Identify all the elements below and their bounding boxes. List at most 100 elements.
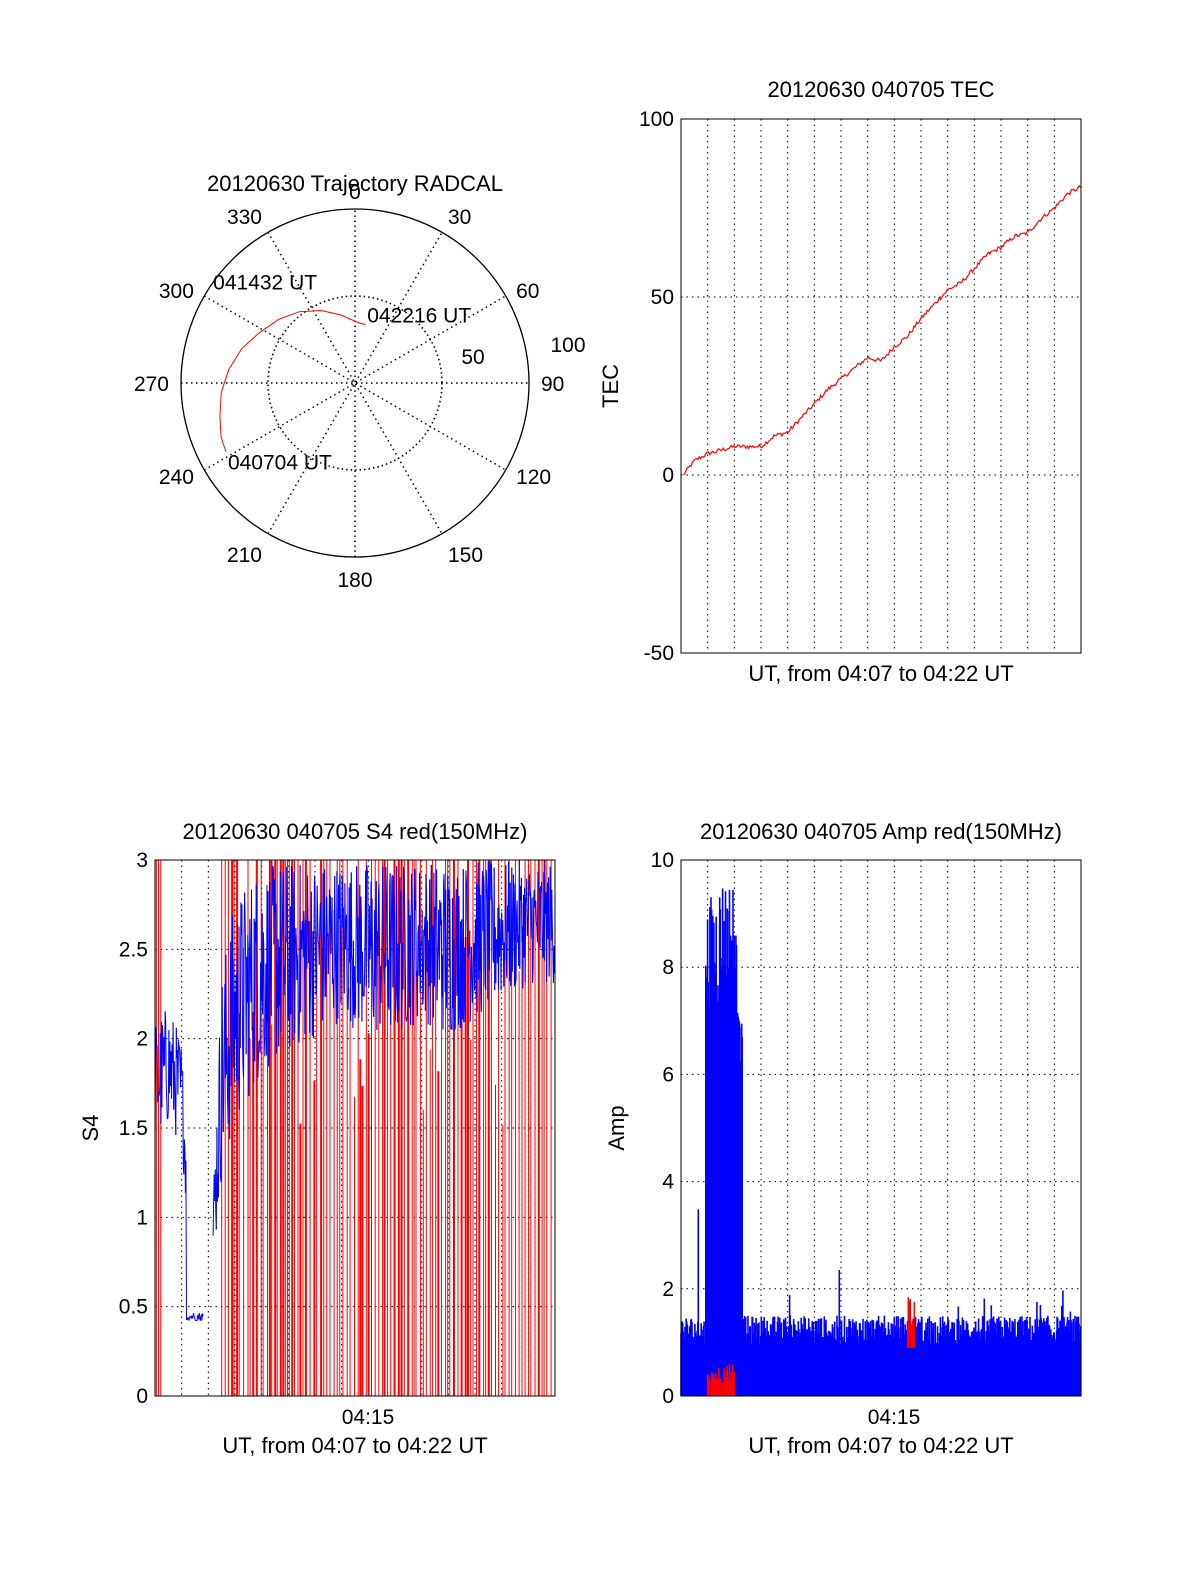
s4-blue-segment bbox=[298, 1009, 300, 1043]
s4-blue-segment bbox=[284, 935, 287, 984]
s4-blue-segment bbox=[378, 883, 380, 940]
s4-blue-segment bbox=[324, 869, 326, 934]
s4-blue-segment bbox=[164, 1011, 166, 1066]
s4-blue-segment bbox=[339, 873, 342, 952]
azimuth-tick-label: 330 bbox=[227, 206, 262, 229]
s4-blue-segment bbox=[377, 894, 379, 957]
s4-blue-segment bbox=[466, 913, 468, 939]
s4-blue-segment bbox=[244, 918, 247, 962]
s4-blue-segment bbox=[386, 896, 388, 967]
s4-blue-segment bbox=[269, 932, 272, 981]
s4-blue-segment bbox=[398, 979, 400, 1012]
s4-blue-segment bbox=[326, 896, 328, 936]
s4-blue-segment bbox=[534, 900, 536, 908]
s4-blue-segment bbox=[351, 954, 353, 962]
s4-blue-segment bbox=[422, 929, 425, 999]
s4-blue-segment bbox=[155, 1027, 158, 1049]
s4-blue-segment bbox=[465, 870, 467, 883]
trajectory-annotations: 040704 UT 041432 UT 042216 UT bbox=[213, 272, 471, 475]
s4-blue-segment bbox=[553, 945, 555, 974]
y-tick-label: 100 bbox=[639, 108, 674, 131]
s4-blue-segment bbox=[212, 1197, 215, 1236]
s4-blue-segment bbox=[291, 868, 294, 933]
s4-blue-segment bbox=[382, 935, 385, 973]
s4-blue-segment bbox=[412, 985, 415, 1026]
y-tick-label: 0 bbox=[662, 1385, 674, 1408]
y-tick-label: 8 bbox=[662, 956, 674, 979]
s4-blue-segment bbox=[166, 1100, 168, 1119]
azimuth-tick-label: 120 bbox=[516, 466, 551, 489]
s4-blue-segment bbox=[419, 872, 421, 993]
y-tick-label: 2 bbox=[136, 1028, 148, 1051]
s4-blue-segment bbox=[286, 866, 288, 899]
s4-blue-segment bbox=[436, 959, 439, 1001]
s4-blue-segment bbox=[369, 942, 371, 960]
s4-blue-segment bbox=[286, 898, 289, 977]
y-tick-label: 3 bbox=[136, 849, 148, 872]
s4-blue-segment bbox=[474, 942, 476, 991]
azimuth-tick-label: 180 bbox=[337, 569, 372, 592]
s4-blue-segment bbox=[192, 1313, 195, 1316]
amp-grid bbox=[681, 860, 1081, 1396]
s4-blue-segment bbox=[410, 924, 412, 1025]
s4-blue-segment bbox=[243, 934, 245, 1078]
s4-blue-segment bbox=[355, 929, 357, 1007]
s4-blue-segment bbox=[508, 861, 510, 950]
s4-blue-segment bbox=[230, 1012, 233, 1086]
polar-grid bbox=[180, 208, 530, 558]
tec-plot-frame bbox=[680, 118, 1082, 654]
s4-blue-segment bbox=[491, 897, 494, 905]
s4-blue-segment bbox=[310, 891, 313, 957]
s4-blue-segment bbox=[407, 958, 409, 1010]
y-tick-label: 50 bbox=[651, 286, 674, 309]
s4-blue-segment bbox=[512, 874, 515, 897]
amp-x-tick-label: 04:15 bbox=[868, 1406, 921, 1429]
s4-blue-segment bbox=[551, 889, 553, 925]
s4-blue-segment bbox=[254, 921, 256, 1062]
azimuth-tick-label: 150 bbox=[448, 544, 483, 567]
s4-blue-segment bbox=[373, 960, 375, 1017]
trajectory-line bbox=[219, 309, 366, 452]
s4-blue-segment bbox=[442, 883, 444, 1030]
s4-blue-segment bbox=[464, 870, 467, 1022]
azimuth-tick-label: 210 bbox=[227, 544, 262, 567]
s4-blue-segment bbox=[413, 957, 415, 986]
s4-blue-segment bbox=[367, 878, 369, 962]
s4-blue-segment bbox=[492, 904, 494, 961]
azimuth-tick-label: 240 bbox=[159, 466, 194, 489]
s4-blue-segment bbox=[236, 970, 238, 1080]
s4-blue-segment bbox=[251, 889, 253, 1031]
s4-blue-segment bbox=[510, 970, 512, 986]
s4-blue-segment bbox=[194, 1316, 196, 1321]
s4-blue-segment bbox=[237, 1074, 240, 1081]
s4-blue-segment bbox=[479, 894, 482, 996]
s4-blue-segment bbox=[241, 904, 243, 1039]
s4-blue-segment bbox=[320, 931, 322, 938]
s4-blue-segment bbox=[394, 917, 396, 981]
s4-blue-segment bbox=[196, 1314, 199, 1321]
s4-blue-segment bbox=[237, 925, 239, 1075]
s4-blue-segment bbox=[453, 1004, 456, 1031]
s4-blue-segment bbox=[305, 920, 307, 963]
s4-blue-segment bbox=[336, 871, 338, 970]
s4-blue-segment bbox=[347, 985, 350, 1010]
s4-blue-segment bbox=[396, 866, 398, 997]
s4-blue-segment bbox=[437, 943, 439, 960]
trajectory-panel: 20120630 Trajectory RADCAL 0 30 60 90 120 150… bbox=[134, 171, 586, 592]
polar-spoke bbox=[267, 231, 443, 535]
amp-plot-frame bbox=[680, 859, 1082, 1397]
radial-tick-label: 100 bbox=[550, 334, 585, 357]
s4-panel: 20120630 040705 S4 red(150MHz) 0 0.5 1 1.5 2… bbox=[78, 819, 556, 1458]
s4-blue-segment bbox=[356, 866, 358, 906]
s4-blue-segment bbox=[173, 1061, 176, 1081]
s4-blue-segment bbox=[420, 940, 422, 980]
s4-blue-segment bbox=[551, 924, 554, 953]
s4-blue-segment bbox=[199, 1316, 202, 1321]
s4-blue-segment bbox=[527, 912, 529, 926]
s4-blue-segment bbox=[516, 900, 519, 943]
s4-blue-segment bbox=[505, 865, 507, 974]
s4-blue-segment bbox=[445, 889, 447, 1009]
s4-blue-segment bbox=[380, 959, 383, 1004]
s4-blue-segment bbox=[262, 932, 264, 1015]
s4-blue-segment bbox=[416, 935, 419, 1017]
